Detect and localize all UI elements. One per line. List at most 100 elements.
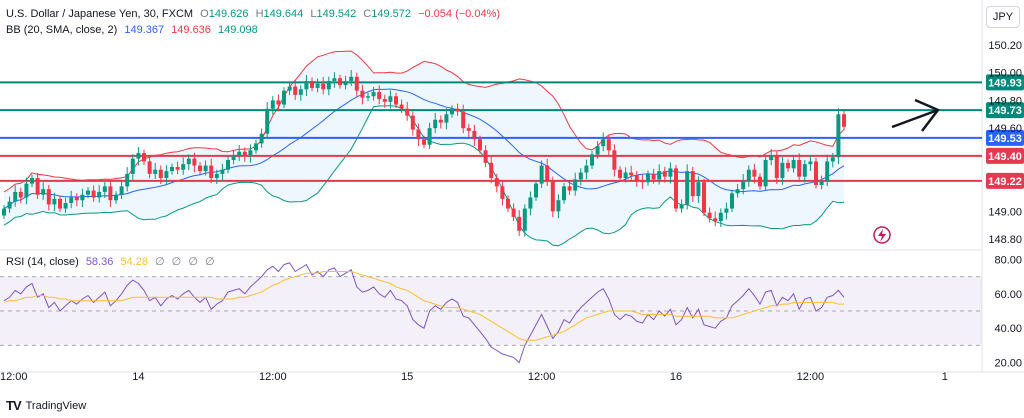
candle-body-118 xyxy=(662,171,667,177)
candle-body-125 xyxy=(702,182,706,213)
candle-body-95 xyxy=(534,183,538,198)
candles xyxy=(2,70,846,237)
price-tick-4: 149.00 xyxy=(988,206,1022,218)
rsi-line-rsi xyxy=(3,262,845,364)
candle-body-23 xyxy=(130,158,135,174)
candle-body-108 xyxy=(606,139,611,151)
rsi-title: RSI (14, close) xyxy=(6,256,79,268)
candle-body-89 xyxy=(500,186,505,199)
candle-body-113 xyxy=(634,175,639,181)
time-tick-5: 16 xyxy=(670,371,682,383)
candle-body-127 xyxy=(713,218,718,222)
candle-body-24 xyxy=(136,153,141,159)
candle-body-104 xyxy=(584,165,589,173)
candle-body-136 xyxy=(763,160,768,187)
level-label-0: 149.93 xyxy=(988,77,1022,89)
candle-body-44 xyxy=(248,150,253,156)
rsi-tick-0: 80.00 xyxy=(994,254,1022,266)
rsi-tick-2: 40.00 xyxy=(994,323,1022,335)
candle-body-33 xyxy=(186,158,191,165)
arrow-head xyxy=(914,98,940,132)
candle-body-6 xyxy=(35,178,40,195)
rsi-tick-1: 60.00 xyxy=(994,289,1022,301)
candle-body-58 xyxy=(326,80,331,90)
candle-body-40 xyxy=(226,160,230,170)
candle-body-36 xyxy=(203,165,208,172)
candle-body-150 xyxy=(842,114,846,127)
candle-body-64 xyxy=(360,90,365,98)
time-tick-7: 1 xyxy=(942,371,948,383)
candle-body-74 xyxy=(416,129,421,140)
candle-body-83 xyxy=(466,128,471,131)
candle-body-119 xyxy=(668,168,673,177)
rsi-extra-3: ∅ xyxy=(188,256,198,268)
candle-body-71 xyxy=(399,104,404,109)
candle-body-55 xyxy=(310,80,314,88)
candle-body-25 xyxy=(142,153,146,162)
candle-body-94 xyxy=(528,197,533,209)
level-tag-3 xyxy=(986,147,1024,164)
symbol-title: U.S. Dollar / Japanese Yen, 30, FXCM xyxy=(6,8,194,20)
candle-body-148 xyxy=(830,157,835,162)
candle-body-78 xyxy=(438,119,443,123)
tradingview-brand[interactable]: TV TradingView xyxy=(6,398,86,413)
candle-body-18 xyxy=(102,186,107,192)
rsi-series xyxy=(3,262,845,364)
candle-body-20 xyxy=(114,194,118,201)
candle-body-31 xyxy=(175,166,180,170)
candle-body-98 xyxy=(550,180,555,212)
candle-body-13 xyxy=(74,197,79,201)
rsi-line-ma xyxy=(3,271,844,341)
grid xyxy=(0,0,1024,373)
candle-body-120 xyxy=(674,168,678,209)
candle-body-140 xyxy=(786,162,790,169)
rsi-value: 58.36 xyxy=(85,256,114,268)
candle-body-65 xyxy=(366,96,370,98)
candle-body-54 xyxy=(304,80,309,90)
candle-body-9 xyxy=(52,198,57,205)
bb-lower-value: 149.098 xyxy=(217,24,258,36)
candle-body-133 xyxy=(746,169,751,181)
tradingview-logo-icon: TV xyxy=(6,398,22,413)
candle-body-97 xyxy=(545,165,550,181)
candle-body-124 xyxy=(696,182,701,197)
candle-body-123 xyxy=(690,171,695,197)
candle-body-79 xyxy=(444,114,449,123)
arrow-shaft xyxy=(891,108,939,129)
candle-body-92 xyxy=(517,216,522,231)
level-tag-1 xyxy=(986,102,1024,119)
candle-body-59 xyxy=(332,78,337,81)
candle-body-8 xyxy=(46,189,51,205)
candle-body-27 xyxy=(153,169,158,174)
candle-body-111 xyxy=(623,172,628,179)
change-value: −0.054 (−0.04%) xyxy=(418,8,501,20)
bb-middle-line xyxy=(3,88,845,210)
candle-body-116 xyxy=(651,173,656,180)
candle-body-22 xyxy=(125,173,130,187)
candle-body-16 xyxy=(91,190,96,198)
price-tick-0: 150.20 xyxy=(988,40,1022,52)
candle-body-19 xyxy=(108,186,113,201)
candle-body-142 xyxy=(797,160,802,177)
candle-body-135 xyxy=(758,176,762,187)
bb-fill xyxy=(4,51,844,246)
currency-button[interactable]: JPY xyxy=(986,6,1020,28)
candle-body-107 xyxy=(601,139,606,147)
bb-legend: BB (20, SMA, close, 2) 149.367 149.636 1… xyxy=(6,24,262,36)
time-tick-4: 12:00 xyxy=(528,371,556,383)
candle-body-103 xyxy=(578,172,583,180)
candle-body-0 xyxy=(2,208,6,216)
candle-body-39 xyxy=(220,169,225,174)
candle-body-76 xyxy=(427,128,432,145)
candle-body-50 xyxy=(282,90,286,105)
price-tick-1: 150.00 xyxy=(988,68,1022,80)
candle-body-80 xyxy=(450,108,454,115)
candle-body-45 xyxy=(254,143,258,151)
open-value: O149.626 xyxy=(200,8,249,20)
candle-body-144 xyxy=(808,161,813,165)
candle-body-110 xyxy=(618,169,622,179)
candle-body-132 xyxy=(741,180,746,190)
level-tag-4 xyxy=(986,172,1024,189)
candle-body-122 xyxy=(685,171,690,205)
